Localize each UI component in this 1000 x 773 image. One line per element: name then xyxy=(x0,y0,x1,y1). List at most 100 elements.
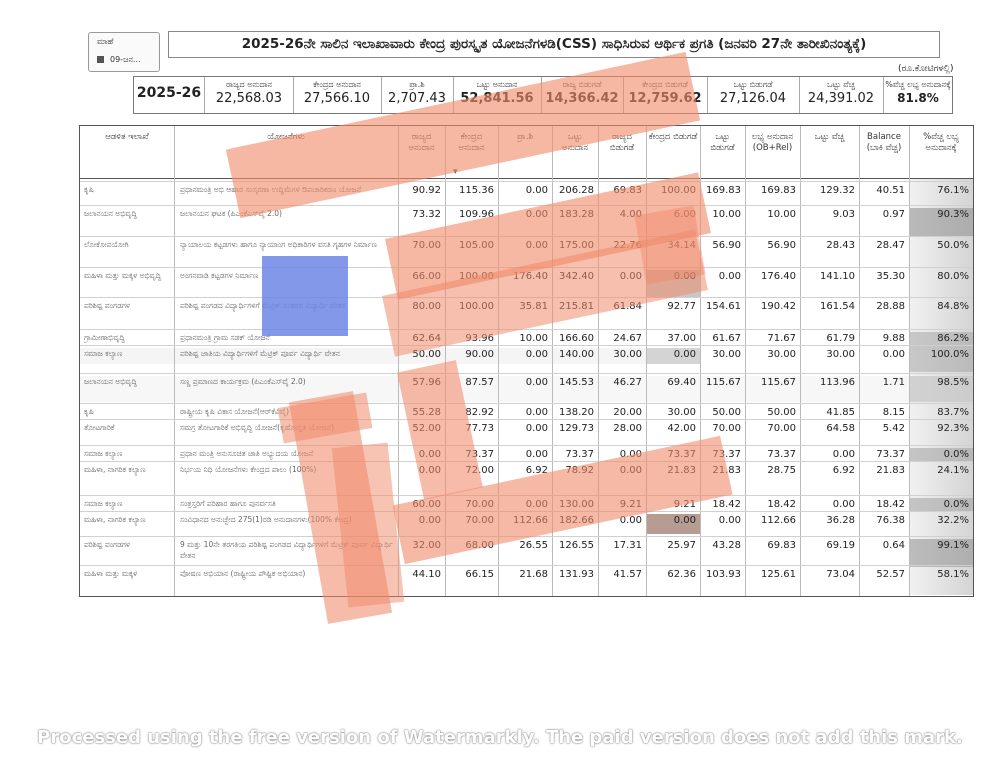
percent-cell: 50.0% xyxy=(937,240,969,251)
dept-cell: ಮಹಿಳಾ ಮತ್ತು ಮಕ್ಕಳ xyxy=(84,569,138,578)
dept-cell: ತೋಟಗಾರಿಕೆ xyxy=(84,423,115,432)
summary-cell: ಒಟ್ಟು ಬಿಡುಗಡೆ 27,126.04 xyxy=(707,77,800,113)
value-cell: 77.73 xyxy=(465,423,494,434)
value-cell: 28.00 xyxy=(613,423,642,434)
dept-cell: ಸಮಾಜ ಕಲ್ಯಾಣ xyxy=(84,499,123,508)
cell-shading xyxy=(910,539,973,567)
cell-shading xyxy=(80,348,646,364)
value-cell: 126.55 xyxy=(559,540,594,551)
value-cell: 21.83 xyxy=(876,465,905,476)
value-cell: 73.32 xyxy=(412,209,441,220)
scheme-cell: ಪ್ರಧಾನ ಮಂತ್ರಿ ಅನುಸೂಚಿತ ಜಾತಿ ಅಭ್ಯುದಯ ಯೋಜನ… xyxy=(180,449,314,458)
value-cell: 0.00 xyxy=(718,515,741,526)
value-cell: 129.73 xyxy=(559,423,594,434)
month-label: ಮಾಹೆ xyxy=(97,37,114,46)
value-cell: 0.00 xyxy=(832,449,855,460)
value-cell: 46.27 xyxy=(613,377,642,388)
cell-shading xyxy=(910,376,973,402)
square-icon xyxy=(97,56,104,63)
value-cell: 82.92 xyxy=(465,407,494,418)
value-cell: 70.00 xyxy=(712,423,741,434)
summary-label: ಒಟ್ಟು ಅನುದಾನ xyxy=(476,80,518,89)
value-cell: 5.42 xyxy=(882,423,905,434)
column-divider xyxy=(859,126,860,596)
scheme-cell: ನ್ಯಾಯಾಲಯ ಕಟ್ಟಡಗಳು ಹಾಗೂ ನ್ಯಾಯಾಂಗ ಅಧಿಕಾರಿಗ… xyxy=(180,240,377,249)
column-divider xyxy=(552,126,553,596)
percent-cell: 80.0% xyxy=(937,271,969,282)
value-cell: 115.67 xyxy=(706,377,741,388)
summary-cell: ಒಟ್ಟು ವೆಚ್ಚ 24,391.02 xyxy=(799,77,884,113)
summary-cell: %ವೆಚ್ಚ ಲಭ್ಯ ಅನುದಾನಕ್ಕೆ 81.8% xyxy=(883,77,953,113)
summary-value: 22,568.03 xyxy=(215,91,283,106)
summary-cell: ಪ್ರಾ.ಶಿ 2,707.43 xyxy=(381,77,454,113)
value-cell: 73.37 xyxy=(465,449,494,460)
dept-cell: ಪರಿಶಿಷ್ಟ ಪಂಗಡಗಳ xyxy=(84,540,130,549)
column-divider xyxy=(646,126,647,596)
column-header: ಒಟ್ಟು ಬಿಡುಗಡೆ xyxy=(710,132,735,153)
column-divider xyxy=(800,126,801,596)
scheme-cell: ನಿರ್ಭಯ ನಿಧಿ ಯೋಜನೆಗಳು ಕೇಂದ್ರದ ಪಾಲು (100%) xyxy=(180,465,317,474)
percent-cell: 90.3% xyxy=(937,209,969,220)
value-cell: 0.00 xyxy=(525,377,548,388)
column-header: ಕೇಂದ್ರದ ಬಿಡುಗಡೆ xyxy=(648,132,698,142)
scheme-cell: ಪರಿಶಿಷ್ಟ ಜಾತಿಯ ವಿದ್ಯಾರ್ಥಿಗಳಿಗೆ ಮೆಟ್ರಿಕ್ … xyxy=(180,349,340,358)
dept-cell: ಪರಿಶಿಷ್ಟ ಪಂಗಡಗಳ xyxy=(84,301,130,310)
column-divider xyxy=(909,126,910,596)
value-cell: 0.00 xyxy=(882,349,905,360)
value-cell: 125.61 xyxy=(761,569,796,580)
value-cell: 206.28 xyxy=(559,185,594,196)
cell-shading xyxy=(80,376,973,402)
scheme-cell: 9 ಮತ್ತು 10ನೇ ತರಗತಿಯ ಪರಿಶಿಷ್ಟ ಪಂಗಡದ ವಿದ್ಯ… xyxy=(180,540,393,560)
dept-cell: ಮಹಿಳಾ, ನಾಗರಿಕ ಕಲ್ಯಾಣ xyxy=(84,465,146,474)
value-cell: 0.00 xyxy=(673,515,696,526)
value-cell: 50.00 xyxy=(412,349,441,360)
summary-value: 27,566.10 xyxy=(303,91,371,106)
value-cell: 154.61 xyxy=(706,301,741,312)
scheme-cell: ಸಣ್ಣ ಪ್ರಮಾಣದ ಕಾರ್ಯಕ್ರಮ (ಪಿಎಂಕೆಎಸ್‌ವೈ 2.0… xyxy=(180,377,306,386)
value-cell: 17.31 xyxy=(613,540,642,551)
scheme-cell: ಸಂವಿಧಾನದ ಅನುಚ್ಛೇದ 275(1)ರಡಿ ಅನುದಾನಗಳು(10… xyxy=(180,515,352,524)
value-cell: 61.67 xyxy=(712,333,741,344)
column-header: ಆಡಳಿತ ಇಲಾಖೆ xyxy=(105,132,149,142)
value-cell: 41.57 xyxy=(613,569,642,580)
value-cell: 73.37 xyxy=(712,449,741,460)
cell-shading xyxy=(910,498,973,512)
value-cell: 43.28 xyxy=(712,540,741,551)
value-cell: 92.77 xyxy=(667,301,696,312)
value-cell: 18.42 xyxy=(876,499,905,510)
blue-overlay-shape xyxy=(262,256,348,336)
scheme-cell: ಪ್ರಧಾನಮಂತ್ರಿ ಗ್ರಾಮ ಸಡಕ್ ಯೋಜನೆ xyxy=(180,333,270,342)
value-cell: 42.00 xyxy=(667,423,696,434)
value-cell: 73.37 xyxy=(565,449,594,460)
scheme-cell: ಅಂಗನವಾಡಿ ಕಟ್ಟಡಗಳ ನಿರ್ಮಾಣ xyxy=(180,271,259,280)
month-selector[interactable]: ಮಾಹೆ 09-ಜನ... xyxy=(88,32,160,72)
value-cell: 66.15 xyxy=(465,569,494,580)
value-cell: 30.00 xyxy=(613,349,642,360)
value-cell: 0.00 xyxy=(619,515,642,526)
summary-cell: ಕೇಂದ್ರದ ಅನುದಾನ 27,566.10 xyxy=(293,77,382,113)
value-cell: 28.43 xyxy=(826,240,855,251)
value-cell: 0.00 xyxy=(525,423,548,434)
value-cell: 129.32 xyxy=(820,185,855,196)
percent-cell: 24.1% xyxy=(937,465,969,476)
value-cell: 9.03 xyxy=(832,209,855,220)
value-cell: 0.00 xyxy=(525,185,548,196)
column-divider xyxy=(445,126,446,596)
dept-cell: ಸಮಾಜ ಕಲ್ಯಾಣ xyxy=(84,349,123,358)
value-cell: 115.36 xyxy=(459,185,494,196)
value-cell: 44.10 xyxy=(412,569,441,580)
value-cell: 28.47 xyxy=(876,240,905,251)
column-divider xyxy=(745,126,746,596)
value-cell: 90.00 xyxy=(465,349,494,360)
cell-shading xyxy=(910,448,973,462)
summary-label: ಒಟ್ಟು ವೆಚ್ಚ xyxy=(827,80,855,89)
percent-cell: 58.1% xyxy=(937,569,969,580)
progress-table: ಆಡಳಿತ ಇಲಾಖೆಯೋಜನೆಗಳುರಾಜ್ಯದ ಅನುದಾನಕೇಂದ್ರದ … xyxy=(79,125,974,597)
dept-cell: ಜಲಾನಯನ ಅಭಿವೃದ್ಧಿ xyxy=(84,209,137,218)
value-cell: 1.71 xyxy=(882,377,905,388)
value-cell: 28.88 xyxy=(876,301,905,312)
row-divider xyxy=(80,181,973,182)
value-cell: 10.00 xyxy=(519,333,548,344)
percent-cell: 0.0% xyxy=(943,499,969,510)
value-cell: 140.00 xyxy=(559,349,594,360)
